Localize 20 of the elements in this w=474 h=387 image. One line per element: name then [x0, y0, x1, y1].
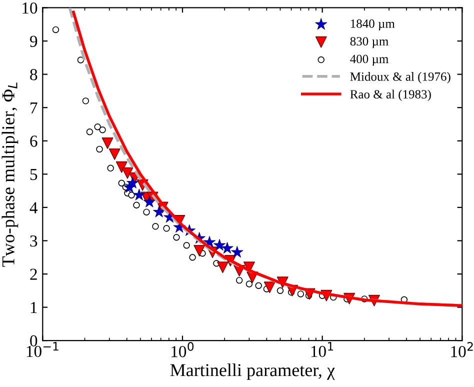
legend-label: 1840 µm — [350, 19, 395, 30]
y-tick-label: 6 — [30, 136, 38, 147]
x-tick-label: 10$^{0}$ — [172, 342, 194, 358]
y-axis-title: Two-phase multiplier, Φ$_{L}$ — [2, 82, 18, 267]
x-tick-label: 10$^{1}$ — [311, 342, 334, 358]
legend-label: Rao & al (1983) — [350, 90, 431, 102]
legend-label: 400 µm — [350, 54, 388, 66]
x-axis-title: Martinelli parameter, χ — [170, 364, 335, 380]
y-tick-label: 9 — [30, 36, 38, 47]
y-tick-label: 8 — [30, 69, 38, 80]
y-tick-label: 3 — [30, 235, 38, 247]
y-tick-label: 5 — [30, 169, 38, 180]
y-tick-label: 10 — [22, 2, 38, 14]
y-tick-label: 7 — [30, 102, 38, 114]
legend-label: 830 µm — [350, 37, 388, 48]
x-tick-label: 10$^{2}$ — [451, 342, 473, 358]
y-tick-label: 2 — [30, 268, 37, 280]
legend-label: Midoux & al (1976) — [350, 72, 450, 84]
y-tick-label: 1 — [30, 302, 37, 314]
y-tick-label: 4 — [30, 202, 38, 214]
